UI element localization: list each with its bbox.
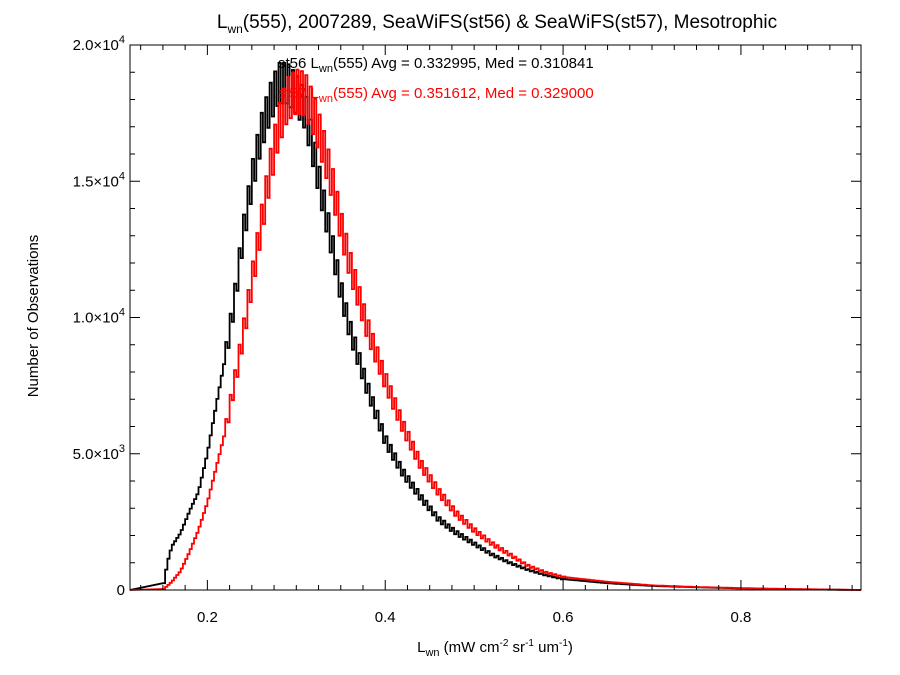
x-axis-title: Lwn (mW cm-2 sr-1 um-1) <box>417 638 573 659</box>
annotation-subscript: wn <box>318 93 333 105</box>
y-axis-title: Number of Observations <box>25 235 42 398</box>
annotation-rest: (555) Avg = 0.351612, Med = 0.329000 <box>333 85 594 102</box>
x-tick-label: 0.4 <box>375 609 396 626</box>
annotation-prefix: st56 L <box>278 55 319 72</box>
title-rest: (555), 2007289, SeaWiFS(st56) & SeaWiFS(… <box>243 12 777 33</box>
annotation-prefix: st57 L <box>278 85 319 102</box>
y-tick-label: 2.0×104 <box>73 34 125 54</box>
annotation-st57: st57 Lwn(555) Avg = 0.351612, Med = 0.32… <box>278 85 594 105</box>
x-tick-label: 0.2 <box>197 609 218 626</box>
annotation-rest: (555) Avg = 0.332995, Med = 0.310841 <box>333 55 594 72</box>
title-subscript: wn <box>226 22 242 36</box>
plot-frame <box>129 44 862 591</box>
chart-title: Lwn(555), 2007289, SeaWiFS(st56) & SeaWi… <box>217 12 777 36</box>
series-layer <box>129 62 861 591</box>
annotation-subscript: wn <box>318 63 333 75</box>
y-tick-label: 0 <box>117 582 125 599</box>
y-tick-label: 1.5×104 <box>73 170 125 190</box>
y-axis: 0 5.0×103 1.0×104 1.5×104 2.0×104 <box>73 34 861 599</box>
y-tick-label: 5.0×103 <box>73 443 125 463</box>
x-tick-label: 0.6 <box>553 609 574 626</box>
series-st57-line <box>129 68 861 591</box>
series-st56-line <box>129 62 861 591</box>
title-prefix: L <box>217 12 228 33</box>
annotation-st56: st56 Lwn(555) Avg = 0.332995, Med = 0.31… <box>278 55 594 75</box>
x-axis: 0.2 0.4 0.6 0.8 <box>140 45 853 626</box>
y-tick-label: 1.0×104 <box>73 307 125 327</box>
x-tick-label: 0.8 <box>731 609 752 626</box>
